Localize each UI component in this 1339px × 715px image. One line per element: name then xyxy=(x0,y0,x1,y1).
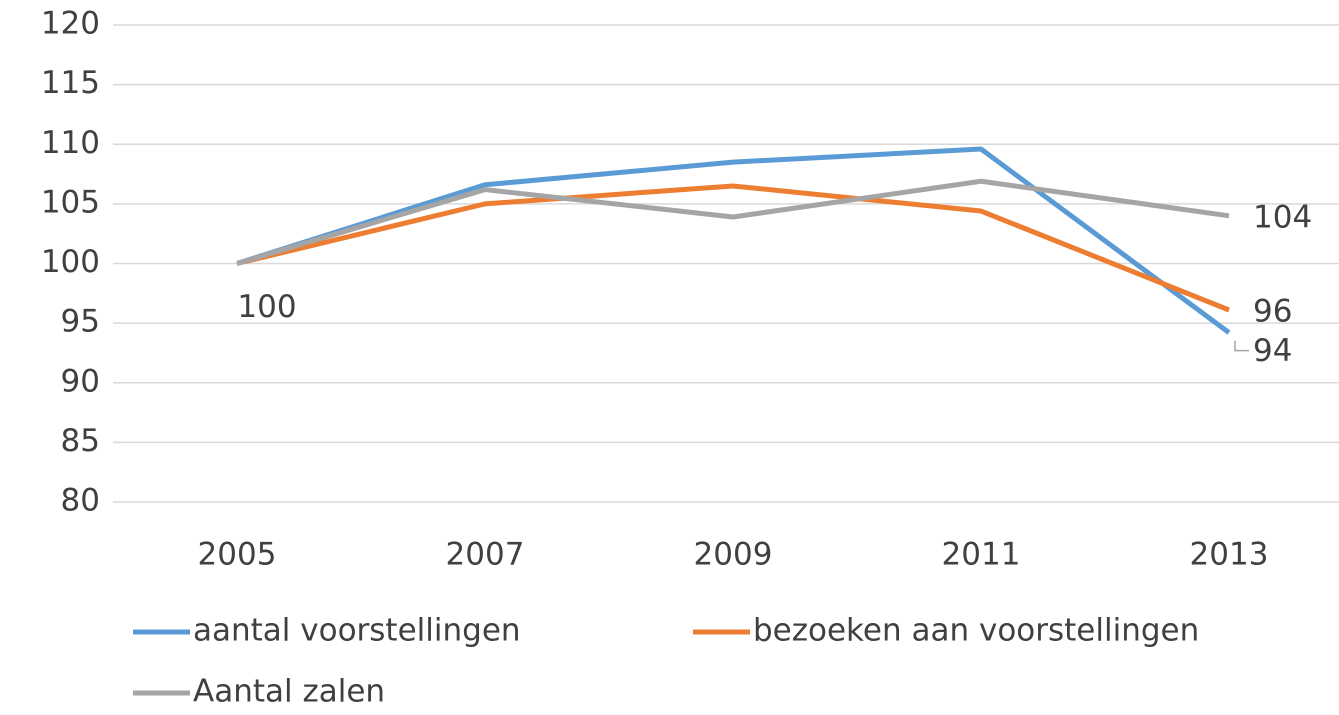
x-tick-label: 2009 xyxy=(694,537,773,573)
y-tick-label: 90 xyxy=(61,363,100,399)
legend-label: aantal voorstellingen xyxy=(193,613,521,649)
x-tick-label: 2013 xyxy=(1190,537,1269,573)
data-label: 96 xyxy=(1253,294,1292,330)
y-tick-label: 105 xyxy=(41,184,100,220)
data-label: 94 xyxy=(1253,333,1292,369)
x-tick-label: 2011 xyxy=(942,537,1021,573)
data-label: 100 xyxy=(237,289,296,325)
data-label: 104 xyxy=(1253,199,1312,235)
legend-label: bezoeken aan voorstellingen xyxy=(753,613,1199,649)
x-tick-label: 2005 xyxy=(198,537,277,573)
y-tick-label: 115 xyxy=(41,65,100,101)
y-tick-label: 95 xyxy=(61,304,100,340)
legend-label: Aantal zalen xyxy=(193,674,385,710)
y-tick-label: 85 xyxy=(61,423,100,459)
y-tick-label: 100 xyxy=(41,244,100,280)
y-tick-label: 80 xyxy=(61,483,100,519)
y-tick-label: 110 xyxy=(41,125,100,161)
y-tick-label: 120 xyxy=(41,6,100,42)
series-line xyxy=(236,146,1231,335)
series-line xyxy=(236,183,1230,313)
series-line xyxy=(236,178,1230,266)
leader-line xyxy=(1234,340,1249,352)
x-tick-label: 2007 xyxy=(446,537,525,573)
